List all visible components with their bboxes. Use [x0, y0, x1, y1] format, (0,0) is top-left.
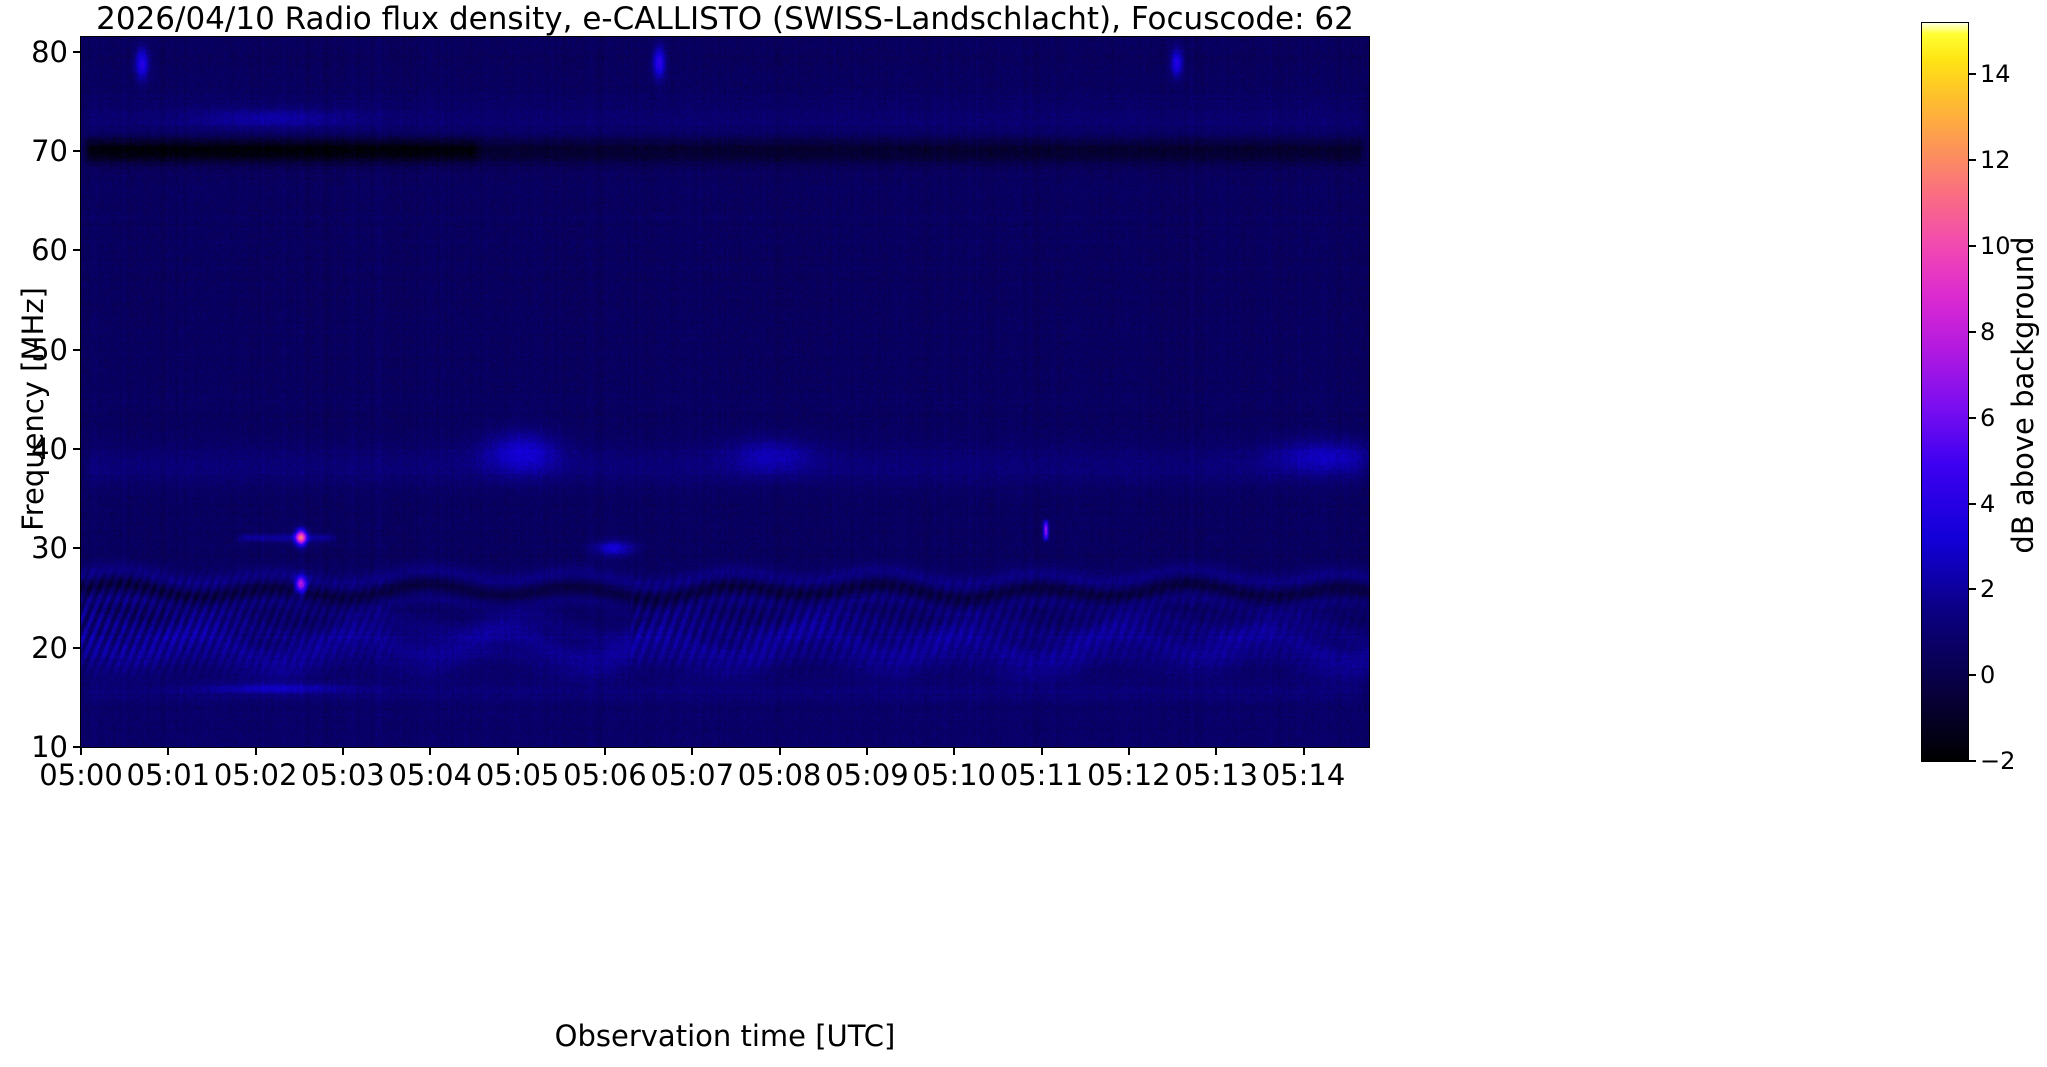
colorbar-label: dB above background — [2006, 236, 2040, 554]
colorbar-tick-label: −2 — [1980, 747, 2016, 775]
y-axis-tick-label: 60 — [31, 233, 68, 268]
colorbar-gradient — [1922, 23, 1968, 761]
colorbar-tick-label: 0 — [1980, 661, 1996, 690]
y-axis-tick-mark — [73, 547, 80, 550]
spectrogram-image — [81, 37, 1369, 747]
x-axis-tick-label: 05:14 — [1261, 758, 1346, 792]
y-axis-tick-mark — [73, 646, 80, 649]
colorbar-tick-mark — [1969, 760, 1976, 762]
x-axis-tick-label: 05:11 — [999, 758, 1084, 792]
colorbar-tick-mark — [1969, 159, 1976, 162]
x-axis-tick-label: 05:00 — [39, 758, 123, 792]
x-axis-tick-mark — [1040, 748, 1043, 755]
colorbar-tick-label: 2 — [1980, 575, 1996, 604]
y-axis-tick-label: 40 — [31, 432, 68, 467]
x-axis-tick-label: 05:10 — [912, 758, 996, 792]
colorbar-tick-mark — [1969, 502, 1976, 505]
x-axis-tick-mark — [1215, 748, 1218, 755]
colorbar-tick-label: 4 — [1980, 489, 1996, 518]
x-axis-tick-label: 05:13 — [1174, 758, 1258, 792]
x-axis-tick-label: 05:12 — [1087, 758, 1171, 792]
x-axis-tick-mark — [691, 748, 694, 755]
x-axis-tick-mark — [516, 748, 519, 755]
y-axis-tick-mark — [73, 249, 80, 252]
x-axis-tick-mark — [603, 748, 606, 755]
y-axis-tick-mark — [73, 50, 80, 53]
y-axis-tick-label: 70 — [31, 134, 68, 169]
colorbar-tick-label: 14 — [1980, 60, 2011, 89]
x-axis-tick-label: 05:08 — [737, 758, 822, 792]
x-axis-tick-mark — [429, 748, 432, 755]
x-axis-ticks: 05:00 05:01 05:02 05:03 05:04 05:05 05:06 05:07… — [39, 748, 1370, 808]
x-axis-tick-mark — [341, 748, 344, 755]
y-axis-tick-mark — [73, 448, 80, 451]
colorbar-tick-label: 12 — [1980, 146, 2011, 175]
y-axis-tick-label: 20 — [31, 630, 68, 665]
x-axis-tick-label: 05:04 — [388, 758, 473, 792]
y-axis-tick-mark — [73, 348, 80, 351]
x-axis-tick-mark — [254, 748, 257, 755]
y-axis-label: Frequency [MHz] — [16, 287, 50, 531]
colorbar-tick-mark — [1969, 588, 1976, 591]
x-axis-tick-mark — [953, 748, 956, 755]
y-axis-tick-mark — [73, 746, 80, 748]
x-axis-label: Observation time [UTC] — [554, 1019, 896, 1053]
x-axis-tick-mark — [778, 748, 781, 755]
colorbar-ticks: −2 0 2 4 6 8 10 12 14 — [1969, 22, 2039, 775]
colorbar-tick-mark — [1969, 73, 1976, 76]
page-title: 2026/04/10 Radio flux density, e-CALLIST… — [96, 1, 1354, 37]
x-axis-tick-mark — [865, 748, 868, 755]
y-axis-tick-label: 10 — [31, 730, 68, 764]
y-axis-tick-mark — [73, 150, 80, 153]
x-axis-tick-label: 05:01 — [126, 758, 211, 792]
colorbar-tick-mark — [1969, 330, 1976, 333]
colorbar-tick-label: 8 — [1980, 317, 1996, 346]
colorbar-tick-mark — [1969, 416, 1976, 419]
x-axis-tick-mark — [80, 748, 82, 755]
colorbar-tick-label: 6 — [1980, 403, 1996, 432]
x-axis-tick-label: 05:09 — [825, 758, 909, 792]
x-axis-tick-label: 05:03 — [301, 758, 385, 792]
y-axis-tick-label: 80 — [31, 34, 68, 69]
x-axis-tick-mark — [1127, 748, 1130, 755]
x-axis-tick-mark — [1302, 748, 1305, 755]
x-axis-tick-mark — [167, 748, 170, 755]
x-axis-tick-label: 05:05 — [475, 758, 560, 792]
x-axis-tick-label: 05:02 — [213, 758, 298, 792]
colorbar-tick-mark — [1969, 245, 1976, 248]
colorbar-axes — [1921, 22, 1969, 762]
spectrogram-axes[interactable] — [80, 36, 1370, 748]
x-axis-tick-label: 05:06 — [563, 758, 647, 792]
y-axis-ticks: 10 20 30 40 50 60 70 80 — [0, 34, 80, 764]
x-axis-tick-label: 05:07 — [650, 758, 735, 792]
y-axis-tick-label: 50 — [31, 332, 68, 367]
colorbar-tick-label: 10 — [1980, 232, 2011, 261]
colorbar-tick-mark — [1969, 674, 1976, 677]
y-axis-tick-label: 30 — [31, 531, 68, 566]
